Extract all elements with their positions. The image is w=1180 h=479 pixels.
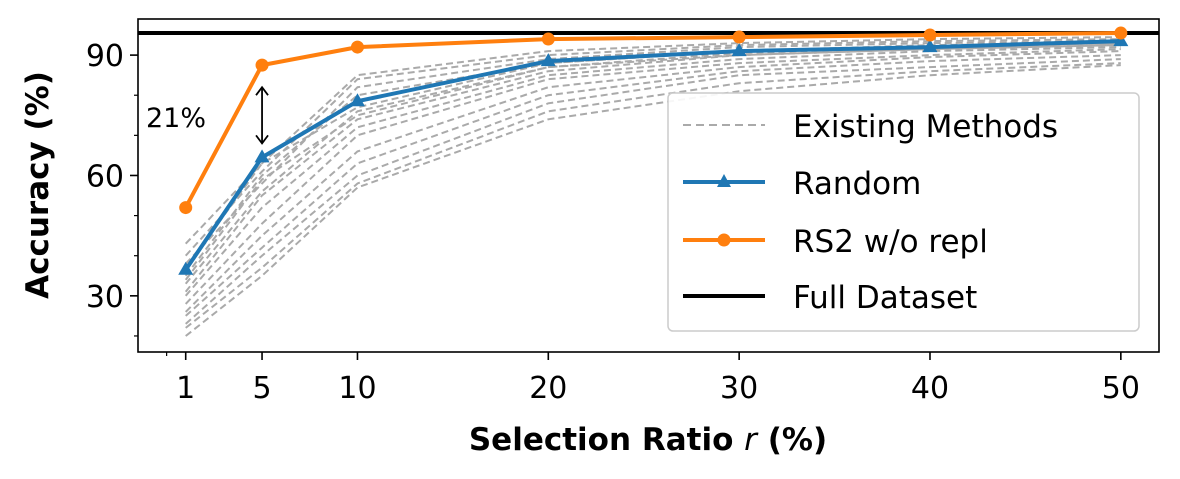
rs2-point-50 bbox=[1114, 26, 1128, 40]
series-lines bbox=[138, 26, 1159, 275]
rs2-point-10 bbox=[350, 40, 364, 54]
plot-frame bbox=[137, 18, 1160, 353]
x-tick-label-30: 30 bbox=[720, 371, 758, 406]
x-axis-label: Selection Ratio r (%) bbox=[469, 422, 827, 458]
axes: 1 5 10 20 30 40 50 30 60 90 bbox=[86, 39, 1140, 406]
random-point-30 bbox=[731, 43, 747, 57]
x-tick-label-10: 10 bbox=[338, 371, 376, 406]
x-axis-label-main: Selection Ratio bbox=[469, 422, 744, 458]
legend-full-dataset-label: Full Dataset bbox=[793, 280, 977, 316]
y-tick-label-60: 60 bbox=[86, 159, 124, 194]
existing-method-line-13 bbox=[185, 64, 1121, 337]
x-tick-label-20: 20 bbox=[529, 371, 567, 406]
gap-annotation-label: 21% bbox=[146, 103, 206, 134]
gap-annotation: 21% bbox=[146, 85, 269, 145]
legend-existing-methods-label: Existing Methods bbox=[793, 109, 1058, 145]
legend-random-marker bbox=[717, 174, 731, 187]
random-point-50 bbox=[1113, 33, 1129, 47]
gap-arrow-head-bottom bbox=[255, 134, 269, 145]
rs2-point-5 bbox=[255, 58, 269, 72]
random-point-5 bbox=[254, 149, 270, 163]
gap-arrow-head-top bbox=[255, 85, 269, 96]
random-point-10 bbox=[349, 93, 365, 107]
y-tick-label-30: 30 bbox=[86, 280, 124, 315]
random-point-20 bbox=[540, 53, 556, 67]
existing-method-line-3 bbox=[184, 40, 1121, 265]
y-tick-label-90: 90 bbox=[86, 39, 124, 74]
legend-box bbox=[667, 92, 1140, 332]
rs2-point-1 bbox=[179, 201, 193, 215]
legend: Existing Methods Random RS2 w/o repl Ful… bbox=[667, 92, 1140, 332]
existing-method-line-8 bbox=[184, 48, 1121, 305]
random-point-40 bbox=[922, 39, 938, 53]
rs2-point-20 bbox=[541, 32, 555, 46]
x-axis-label-variable: r bbox=[744, 422, 759, 458]
y-axis-label: Accuracy (%) bbox=[20, 71, 56, 299]
existing-method-line-6 bbox=[184, 44, 1121, 293]
existing-method-line-11 bbox=[185, 58, 1121, 325]
existing-method-line-10 bbox=[185, 54, 1121, 317]
x-axis-label-unit: (%) bbox=[757, 422, 827, 458]
rs2-point-40 bbox=[923, 28, 937, 42]
existing-method-line-5 bbox=[184, 42, 1121, 285]
legend-rs2-marker bbox=[717, 233, 731, 247]
legend-rs2-label: RS2 w/o repl bbox=[793, 224, 988, 260]
x-tick-label-1: 1 bbox=[176, 371, 195, 406]
random-point-1 bbox=[178, 261, 194, 275]
legend-random-label: Random bbox=[793, 166, 921, 202]
existing-method-line-9 bbox=[184, 50, 1121, 313]
rs2-point-30 bbox=[732, 30, 746, 44]
x-tick-label-40: 40 bbox=[911, 371, 949, 406]
x-tick-label-5: 5 bbox=[252, 371, 271, 406]
x-tick-label-50: 50 bbox=[1102, 371, 1140, 406]
existing-method-line-7 bbox=[184, 46, 1121, 297]
